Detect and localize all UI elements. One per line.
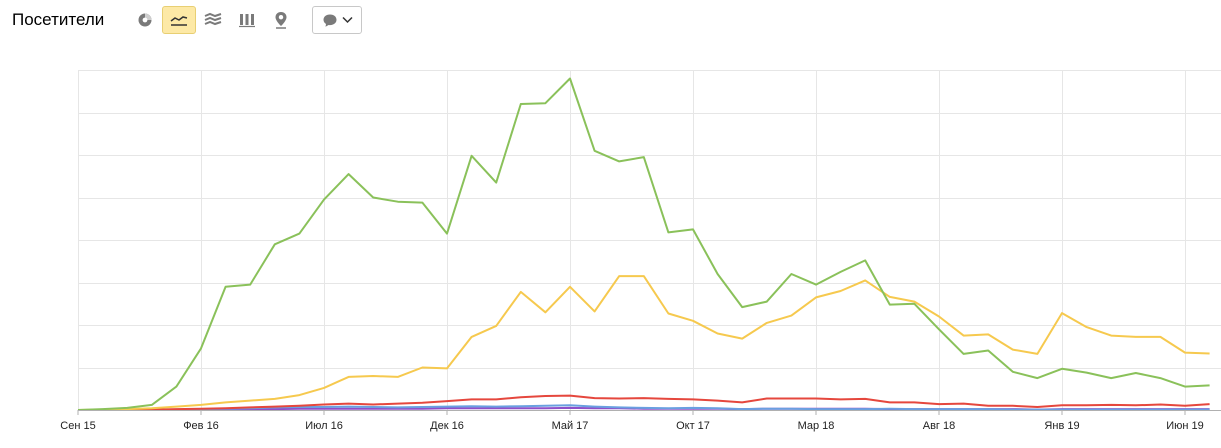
series-line-green bbox=[77, 77, 1210, 411]
x-tick-label: Сен 15 bbox=[60, 420, 95, 432]
chart-toolbar: Посетители bbox=[12, 5, 363, 35]
area-chart-button[interactable] bbox=[196, 6, 230, 34]
series-line-yellow bbox=[77, 275, 1210, 411]
annotations-dropdown[interactable] bbox=[312, 6, 363, 34]
x-tick-label: Янв 19 bbox=[1044, 420, 1079, 432]
area-chart-icon bbox=[204, 12, 222, 26]
bar-chart-button[interactable] bbox=[230, 6, 264, 34]
comment-icon bbox=[323, 14, 336, 27]
pie-chart-icon bbox=[138, 13, 152, 27]
x-tick-label: Июн 19 bbox=[1166, 420, 1204, 432]
page-title: Посетители bbox=[12, 10, 105, 29]
x-tick-label: Окт 17 bbox=[676, 420, 710, 432]
line-chart-button[interactable] bbox=[162, 6, 197, 34]
x-tick-label: Мар 18 bbox=[798, 420, 835, 432]
x-tick-label: Июл 16 bbox=[305, 420, 343, 432]
x-tick-label: Авг 18 bbox=[923, 420, 955, 432]
pie-chart-button[interactable] bbox=[128, 6, 162, 34]
map-pin-icon bbox=[275, 12, 287, 29]
bar-chart-icon bbox=[239, 14, 256, 28]
line-chart-icon bbox=[170, 16, 188, 26]
x-tick-label: Дек 16 bbox=[430, 420, 464, 432]
grid bbox=[78, 70, 1221, 411]
map-button[interactable] bbox=[264, 6, 298, 34]
series-line-red bbox=[78, 394, 1210, 411]
chevron-down-icon bbox=[342, 16, 353, 24]
x-tick-label: Фев 16 bbox=[183, 420, 219, 432]
x-tick-label: Май 17 bbox=[552, 420, 589, 432]
